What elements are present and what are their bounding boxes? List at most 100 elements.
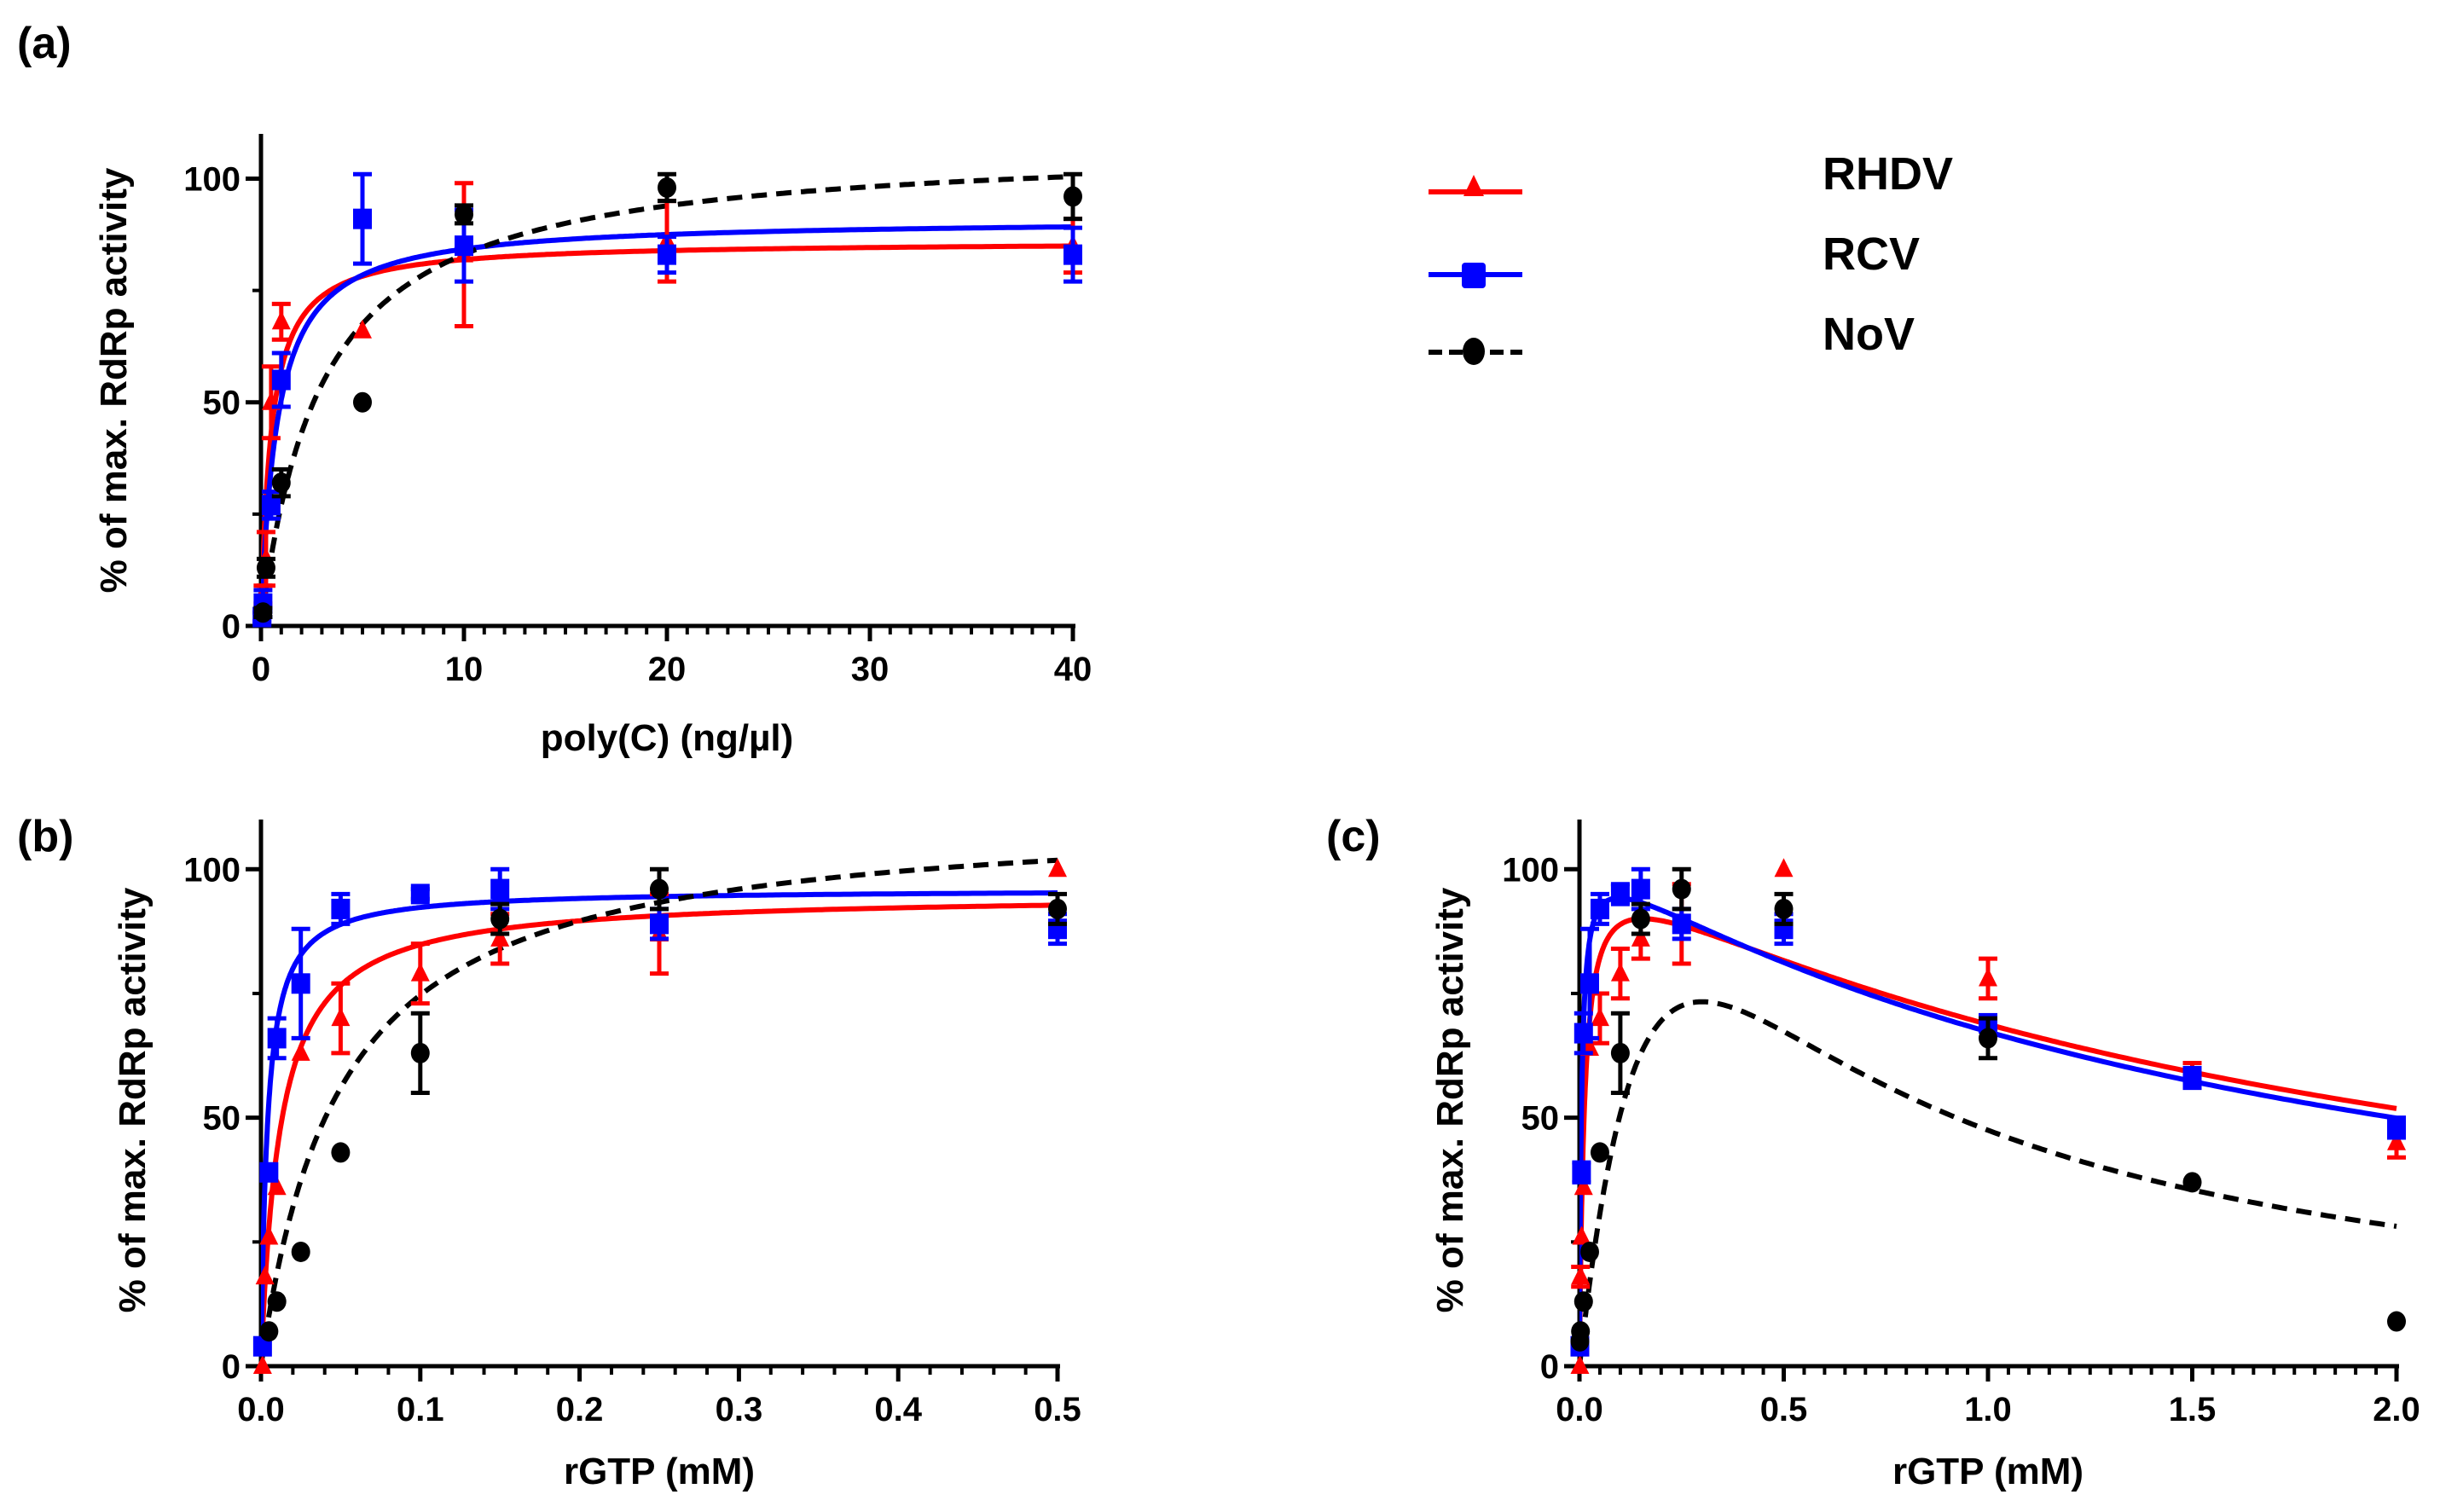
x-tick-label: 30 xyxy=(851,651,890,688)
data-point-square xyxy=(1064,244,1082,265)
legend: RHDV RCV NoV xyxy=(1429,148,1953,365)
panel-label-b: (b) xyxy=(17,812,73,861)
data-point-square xyxy=(271,369,291,391)
data-point-square xyxy=(331,898,351,919)
data-point-circle xyxy=(1672,878,1691,900)
data-point-circle xyxy=(2387,1311,2406,1332)
y-axis-title: % of max. RdRp activity xyxy=(112,887,154,1312)
data-point-circle xyxy=(1631,908,1650,930)
data-point-triangle xyxy=(259,1225,279,1245)
data-point-circle xyxy=(650,878,669,900)
data-point-triangle xyxy=(1574,1176,1593,1196)
data-point-triangle xyxy=(1631,927,1650,947)
data-point-square xyxy=(1590,898,1609,919)
data-point-triangle xyxy=(1571,1266,1591,1285)
x-tick-label: 2.0 xyxy=(2373,1391,2420,1428)
y-tick-label: 0 xyxy=(222,1348,241,1386)
series-rcv xyxy=(1570,866,2406,1357)
panel-c: (c) 0.0 0.5 1.0 1.5 2.0 0 50 100 rGTP (mM) % of m… xyxy=(1326,812,2420,1492)
data-point-triangle xyxy=(1570,1355,1590,1374)
y-tick-label: 0 xyxy=(222,608,241,646)
x-tick-label: 0.2 xyxy=(556,1391,604,1428)
data-point-triangle xyxy=(1774,858,1794,878)
y-tick-label: 50 xyxy=(1521,1100,1560,1138)
legend-label-nov: NoV xyxy=(1823,309,1915,360)
data-point-square xyxy=(353,208,372,229)
x-tick-label: 0.0 xyxy=(1556,1391,1603,1428)
data-point-circle xyxy=(1590,1142,1609,1163)
panel-label-a: (a) xyxy=(17,19,72,68)
legend-circle-marker-icon xyxy=(1463,338,1485,365)
x-tick-label: 20 xyxy=(648,651,687,688)
x-tick-label: 1.5 xyxy=(2169,1391,2217,1428)
data-point-triangle xyxy=(353,319,372,339)
x-tick-label: 0 xyxy=(252,651,270,688)
data-point-square xyxy=(658,244,676,265)
y-tick-label: 0 xyxy=(1540,1348,1559,1386)
y-tick-label: 100 xyxy=(183,160,241,198)
panel-a: (a) 0 10 20 30 40 0 50 100 poly(C) (ng/µl) % of m… xyxy=(17,19,1092,759)
data-point-circle xyxy=(1574,1291,1593,1312)
x-tick-label: 0.3 xyxy=(716,1391,763,1428)
series-nov xyxy=(1570,866,2406,1352)
x-axis-title: poly(C) (ng/µl) xyxy=(541,717,794,759)
data-point-circle xyxy=(256,557,275,578)
data-point-circle xyxy=(271,472,291,494)
data-point-triangle xyxy=(490,927,510,947)
data-point-circle xyxy=(1774,898,1794,919)
legend-label-rhdv: RHDV xyxy=(1823,148,1953,200)
data-point-square xyxy=(261,495,281,516)
data-point-triangle xyxy=(255,1266,275,1285)
data-point-square xyxy=(455,235,473,257)
fit-curve-rcv xyxy=(261,224,1074,626)
data-point-square xyxy=(259,1162,279,1183)
data-point-circle xyxy=(1579,1241,1599,1262)
data-point-triangle xyxy=(1590,1007,1609,1027)
data-point-square xyxy=(490,878,510,900)
data-point-circle xyxy=(1064,186,1082,207)
data-point-circle xyxy=(1610,1042,1630,1063)
data-point-square xyxy=(2182,1068,2202,1089)
data-point-square xyxy=(1672,913,1691,935)
x-tick-label: 0.5 xyxy=(1760,1391,1808,1428)
data-point-circle xyxy=(410,1042,430,1063)
y-tick-label: 50 xyxy=(203,385,241,422)
y-tick-label: 50 xyxy=(203,1100,241,1138)
data-point-square xyxy=(1579,973,1599,994)
y-axis-title: % of max. RdRp activity xyxy=(1429,887,1471,1312)
legend-label-rcv: RCV xyxy=(1823,229,1920,280)
data-point-circle xyxy=(455,204,473,225)
data-point-square xyxy=(2387,1117,2406,1138)
data-point-circle xyxy=(490,908,510,930)
data-point-circle xyxy=(353,391,372,413)
x-tick-label: 0.5 xyxy=(1034,1391,1081,1428)
data-point-circle xyxy=(658,177,676,198)
data-point-circle xyxy=(267,1291,287,1312)
data-point-circle xyxy=(1048,898,1067,919)
data-point-triangle xyxy=(1048,858,1067,878)
data-point-triangle xyxy=(331,1007,351,1027)
fit-curve-rhdv xyxy=(261,902,1058,1366)
data-point-circle xyxy=(1571,1321,1591,1342)
x-tick-label: 10 xyxy=(445,651,484,688)
legend-triangle-marker-icon xyxy=(1463,175,1484,196)
data-point-circle xyxy=(253,602,273,623)
y-tick-label: 100 xyxy=(1502,851,1559,889)
x-axis-title: rGTP (mM) xyxy=(564,1451,755,1492)
x-tick-label: 0.1 xyxy=(397,1391,444,1428)
y-tick-label: 100 xyxy=(183,851,241,889)
panel-b: (b) 0.0 0.1 0.2 0.3 0.4 0.5 0 50 100 rGTP (mM) % o… xyxy=(17,812,1081,1492)
data-point-square xyxy=(650,913,669,935)
data-point-square xyxy=(1610,883,1630,905)
legend-item-rhdv: RHDV xyxy=(1429,148,1953,200)
data-point-triangle xyxy=(291,1041,310,1061)
x-tick-label: 40 xyxy=(1054,651,1092,688)
data-point-triangle xyxy=(410,962,430,982)
data-point-circle xyxy=(2182,1172,2202,1193)
data-point-triangle xyxy=(267,1176,287,1196)
x-tick-label: 0.4 xyxy=(874,1391,922,1428)
data-point-circle xyxy=(1979,1028,1997,1049)
x-tick-label: 1.0 xyxy=(1964,1391,2012,1428)
series-nov xyxy=(253,171,1082,623)
